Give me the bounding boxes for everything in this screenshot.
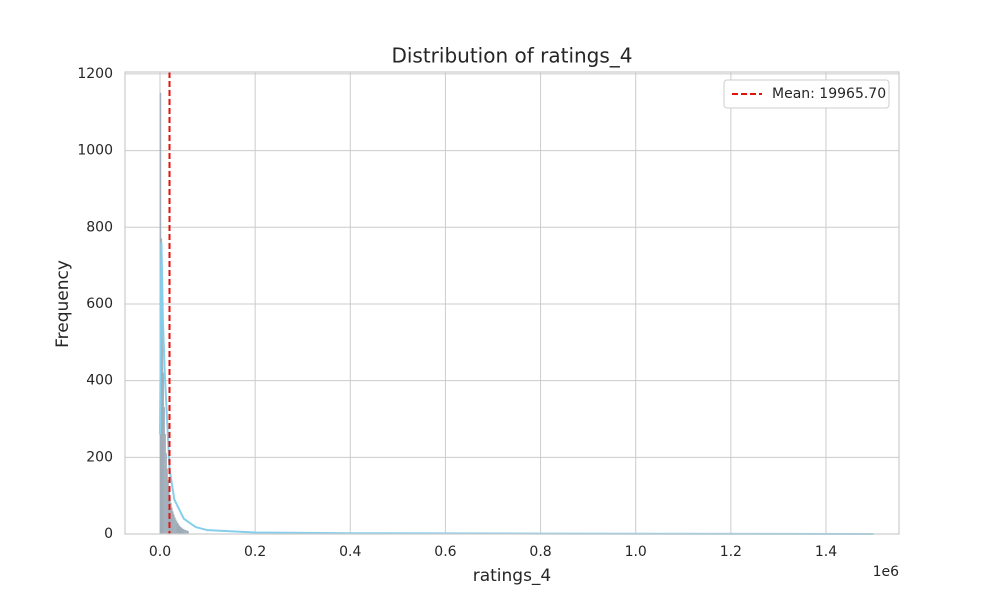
x-tick-label: 1.2	[720, 544, 742, 560]
legend: Mean: 19965.70	[723, 79, 890, 109]
y-tick-label: 1000	[77, 143, 113, 159]
x-axis-label: ratings_4	[473, 566, 552, 586]
y-tick-label: 600	[86, 296, 113, 312]
y-axis-label: Frequency	[53, 260, 73, 348]
x-tick-label: 0.0	[149, 544, 171, 560]
y-tick-label: 1200	[77, 66, 113, 82]
y-tick-label: 800	[86, 219, 113, 235]
kde-line	[159, 242, 874, 535]
legend-box	[723, 79, 890, 109]
x-tick-label: 0.4	[339, 544, 361, 560]
x-tick-label: 0.8	[529, 544, 551, 560]
y-tick-label: 400	[86, 373, 113, 389]
legend-label: Mean: 19965.70	[772, 86, 886, 102]
x-tick-label: 0.2	[244, 544, 266, 560]
chart-title: Distribution of ratings_4	[391, 44, 632, 68]
y-tick-label: 200	[86, 449, 113, 465]
x-tick-label: 1.0	[625, 544, 647, 560]
x-tick-label: 1.4	[815, 544, 837, 560]
plot-frame	[124, 71, 900, 535]
x-offset-label: 1e6	[873, 564, 900, 580]
y-tick-label: 0	[104, 526, 113, 542]
x-tick-label: 0.6	[434, 544, 456, 560]
